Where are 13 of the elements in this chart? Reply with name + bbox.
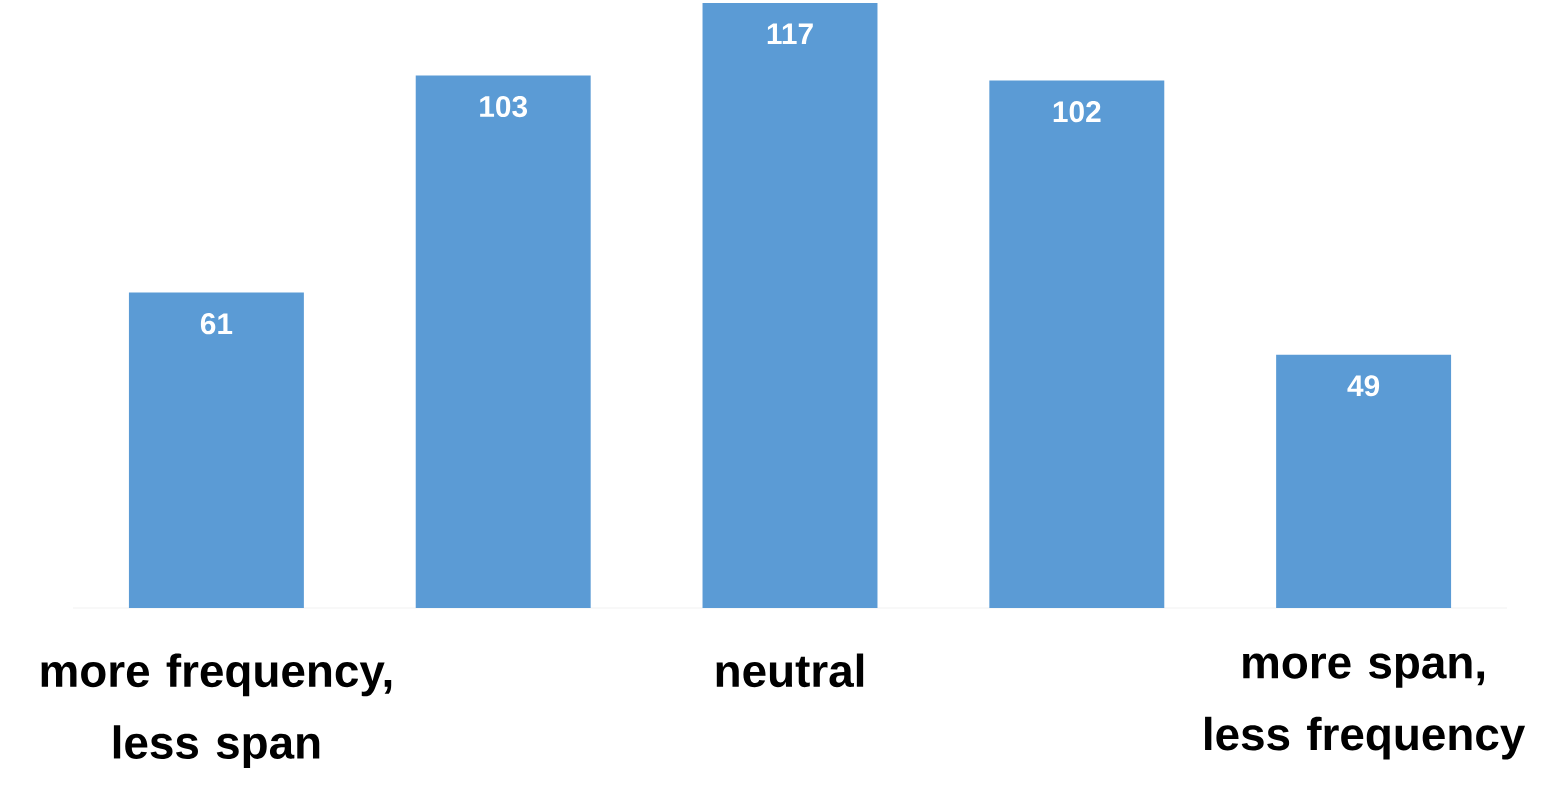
data-label: 102 <box>1053 101 1101 123</box>
x-tick-label: more frequency, less span <box>41 653 392 768</box>
data-label: 61 <box>200 313 233 335</box>
bar <box>128 292 304 608</box>
bar <box>702 3 878 608</box>
data-label: 49 <box>1347 375 1380 397</box>
x-tick-label: neutral <box>716 653 864 688</box>
x-tick-label: more span, less frequency <box>1205 653 1526 760</box>
bar <box>415 75 591 608</box>
bar <box>989 80 1165 608</box>
bar <box>1276 354 1452 608</box>
data-label: 117 <box>767 23 813 45</box>
data-label: 103 <box>480 95 528 118</box>
